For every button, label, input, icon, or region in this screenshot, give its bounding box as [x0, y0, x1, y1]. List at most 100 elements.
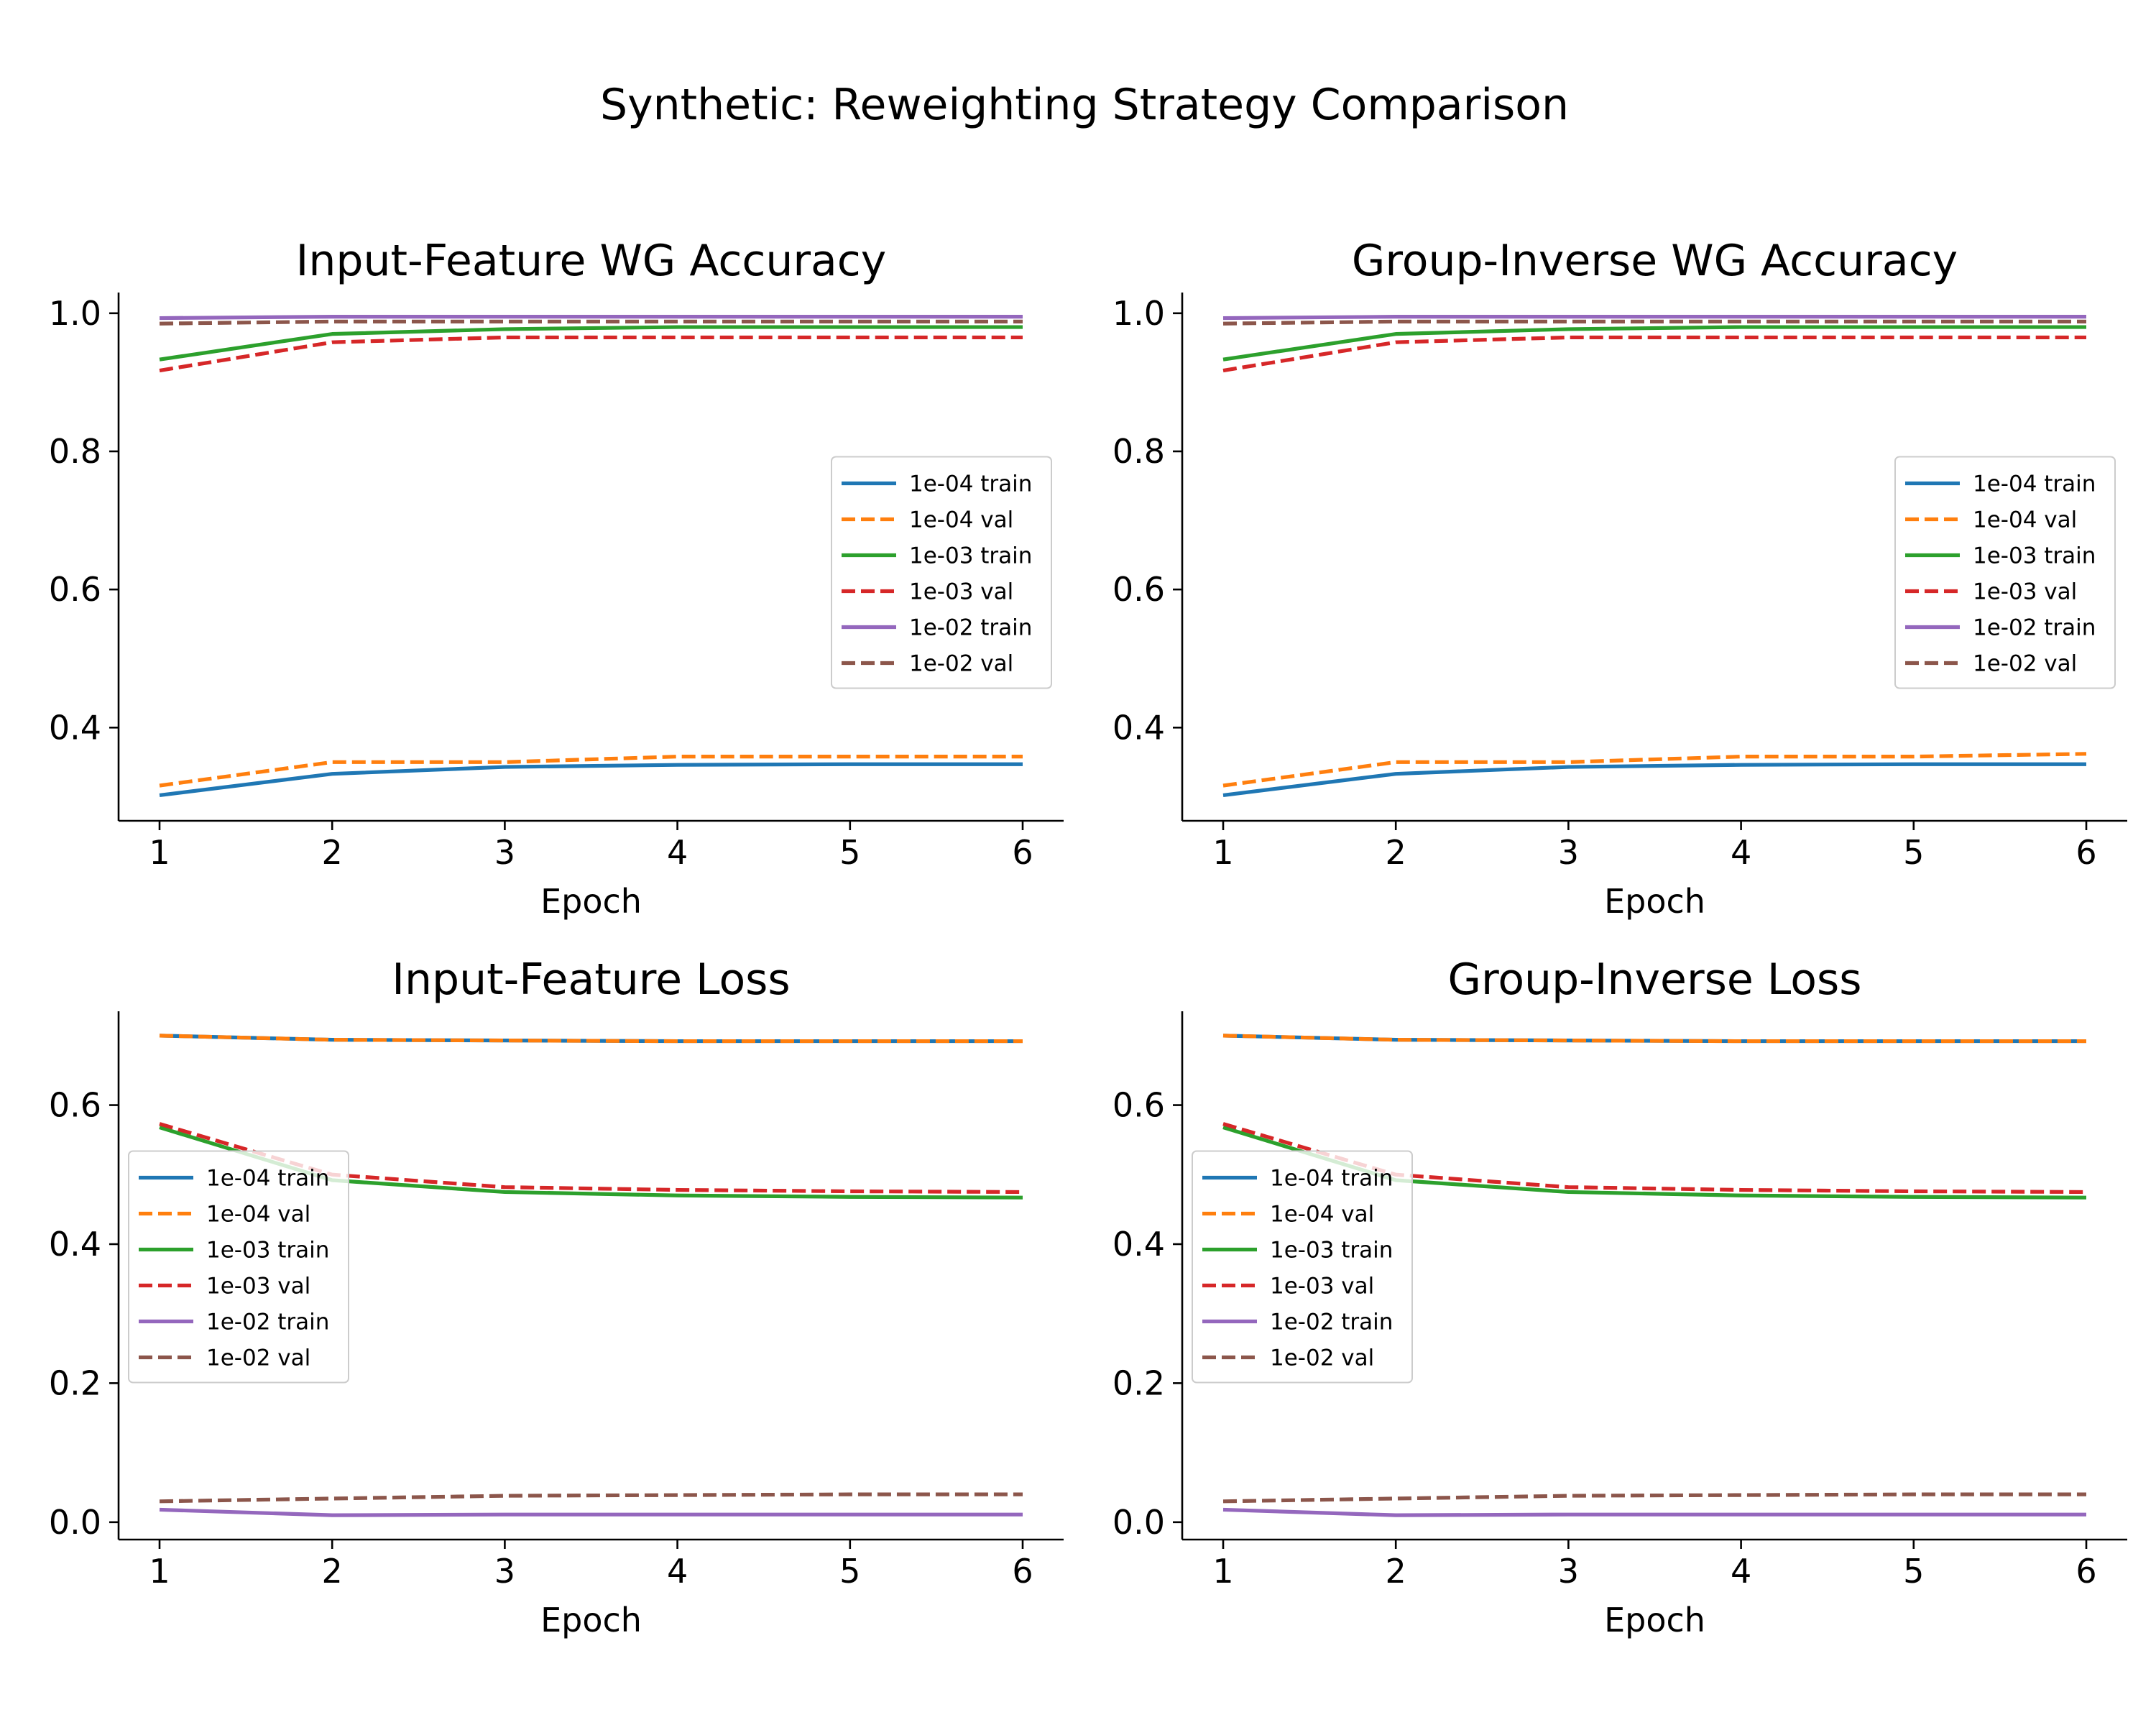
y-tick-label: 0.6 [49, 570, 101, 609]
series-line-1e-04-train [1222, 762, 2086, 798]
x-tick-label: 6 [1012, 1552, 1033, 1591]
x-tick-label: 3 [1558, 1552, 1579, 1591]
legend-label: 1e-02 val [1973, 651, 2077, 677]
series-line-1e-02-train [1222, 315, 2086, 321]
x-tick-label: 6 [1012, 833, 1033, 872]
series-line-1e-02-train [159, 315, 1023, 321]
legend-label: 1e-02 train [206, 1310, 329, 1335]
series-line-1e-03-train [159, 325, 1023, 362]
legend-label: 1e-02 val [909, 651, 1013, 677]
legend-label: 1e-04 val [909, 507, 1013, 533]
x-tick-label: 1 [1212, 1552, 1233, 1591]
chart-panel-4: Group-Inverse Loss 1 2 3 4 5 6 0.0 0.2 0.4 0.6 Epoc… [1112, 954, 2127, 1639]
legend-label: 1e-04 val [1270, 1202, 1374, 1228]
y-tick-label: 0.6 [49, 1086, 101, 1125]
figure-title: Synthetic: Reweighting Strategy Comparis… [600, 80, 1569, 130]
legend: 1e-04 train 1e-04 val 1e-03 train 1e-03 val… [128, 1150, 349, 1384]
legend-label: 1e-04 train [1973, 472, 2096, 497]
legend-label: 1e-03 train [1270, 1238, 1393, 1264]
y-tick-label: 0.6 [1112, 570, 1165, 609]
y-tick-label: 0.2 [49, 1363, 101, 1402]
series-line-1e-04-val [159, 1034, 1023, 1044]
x-tick-label: 6 [2076, 833, 2096, 872]
legend-box [831, 456, 1052, 689]
chart-panel-1: Input-Feature WG Accuracy 1 2 3 4 5 6 0.4 0.6 0.8… [49, 236, 1064, 921]
series-line-1e-04-val [1222, 752, 2087, 788]
x-tick-label: 2 [1386, 1552, 1406, 1591]
legend-label: 1e-02 val [1270, 1346, 1374, 1371]
y-tick-label: 0.0 [49, 1503, 101, 1542]
y-tick-label: 0.8 [49, 432, 101, 471]
legend-label: 1e-03 train [206, 1238, 329, 1264]
series-line-1e-02-train [1222, 1507, 2086, 1517]
legend-label: 1e-03 val [1973, 579, 2077, 605]
legend-label: 1e-04 train [1270, 1166, 1393, 1192]
series-line-1e-03-val [159, 335, 1023, 373]
series-line-1e-03-train [1222, 325, 2086, 362]
series-line-1e-03-val [159, 1122, 1023, 1195]
legend-label: 1e-03 train [1973, 543, 2096, 569]
y-tick-label: 0.0 [1112, 1503, 1165, 1542]
legend-box [128, 1150, 349, 1384]
legend-box [1894, 456, 2116, 689]
legend-label: 1e-02 train [909, 615, 1032, 641]
x-tick-label: 5 [839, 833, 860, 872]
y-tick-label: 0.4 [49, 1225, 101, 1264]
legend-label: 1e-04 val [1973, 507, 2077, 533]
x-tick-label: 5 [1903, 1552, 1924, 1591]
x-axis-label: Epoch [540, 1601, 642, 1639]
y-tick-label: 0.4 [49, 708, 101, 747]
panel-title: Group-Inverse WG Accuracy [1352, 236, 1958, 286]
x-tick-label: 1 [149, 833, 170, 872]
legend: 1e-04 train 1e-04 val 1e-03 train 1e-03 val… [1894, 456, 2116, 689]
x-tick-label: 2 [322, 833, 343, 872]
x-axis-label: Epoch [1604, 1601, 1705, 1639]
x-tick-label: 2 [322, 1552, 343, 1591]
panel-title: Group-Inverse Loss [1448, 954, 1862, 1005]
panel-title: Input-Feature WG Accuracy [296, 236, 887, 286]
legend-label: 1e-02 train [1270, 1310, 1393, 1335]
legend: 1e-04 train 1e-04 val 1e-03 train 1e-03 val… [831, 456, 1052, 689]
series-line-1e-04-val [1222, 1034, 2086, 1044]
y-tick-label: 1.0 [1112, 294, 1165, 333]
series-line-1e-02-val [1222, 319, 2086, 326]
legend-label: 1e-03 val [1270, 1274, 1374, 1300]
legend-label: 1e-04 train [206, 1166, 329, 1192]
y-tick-label: 0.8 [1112, 432, 1165, 471]
x-tick-label: 6 [2076, 1552, 2096, 1591]
x-tick-label: 2 [1386, 833, 1406, 872]
x-tick-label: 4 [667, 833, 688, 872]
series-line-1e-02-train [159, 1507, 1023, 1517]
legend-label: 1e-03 train [909, 543, 1032, 569]
y-tick-label: 1.0 [49, 294, 101, 333]
series-line-1e-02-val [159, 319, 1023, 326]
x-tick-label: 5 [839, 1552, 860, 1591]
x-tick-label: 1 [149, 1552, 170, 1591]
series-line-1e-03-val [1222, 335, 2086, 373]
x-axis-label: Epoch [540, 882, 642, 921]
series-line-1e-04-train [159, 762, 1023, 798]
x-tick-label: 4 [1731, 833, 1751, 872]
y-tick-label: 0.4 [1112, 708, 1165, 747]
legend-label: 1e-03 val [206, 1274, 310, 1300]
legend: 1e-04 train 1e-04 val 1e-03 train 1e-03 val… [1192, 1150, 1413, 1384]
legend-label: 1e-02 val [206, 1346, 310, 1371]
x-tick-label: 3 [1558, 833, 1579, 872]
legend-label: 1e-03 val [909, 579, 1013, 605]
chart-panel-3: Input-Feature Loss 1 2 3 4 5 6 0.0 0.2 0.4 0.6 Epoc… [49, 954, 1064, 1639]
x-tick-label: 4 [667, 1552, 688, 1591]
legend-label: 1e-04 train [909, 472, 1032, 497]
x-tick-label: 3 [494, 833, 515, 872]
x-tick-label: 1 [1212, 833, 1233, 872]
x-tick-label: 5 [1903, 833, 1924, 872]
series-line-1e-04-val [159, 755, 1023, 788]
panels: Input-Feature WG Accuracy 1 2 3 4 5 6 0.4 0.6 0.8… [49, 236, 2127, 1639]
y-tick-label: 0.4 [1112, 1225, 1165, 1264]
y-tick-label: 0.6 [1112, 1086, 1165, 1125]
series-line-1e-02-val [159, 1492, 1023, 1504]
x-tick-label: 3 [494, 1552, 515, 1591]
chart-panel-2: Group-Inverse WG Accuracy 1 2 3 4 5 6 0.4 0.6 0.8… [1112, 236, 2127, 921]
legend-box [1192, 1150, 1413, 1384]
x-tick-label: 4 [1731, 1552, 1751, 1591]
